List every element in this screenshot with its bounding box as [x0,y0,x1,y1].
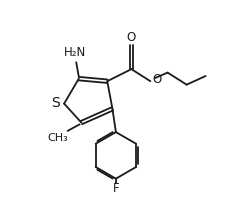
Text: F: F [113,182,119,195]
Text: S: S [51,96,60,110]
Text: H₂N: H₂N [64,46,87,59]
Text: CH₃: CH₃ [48,133,68,143]
Text: O: O [127,31,136,44]
Text: O: O [153,73,162,86]
